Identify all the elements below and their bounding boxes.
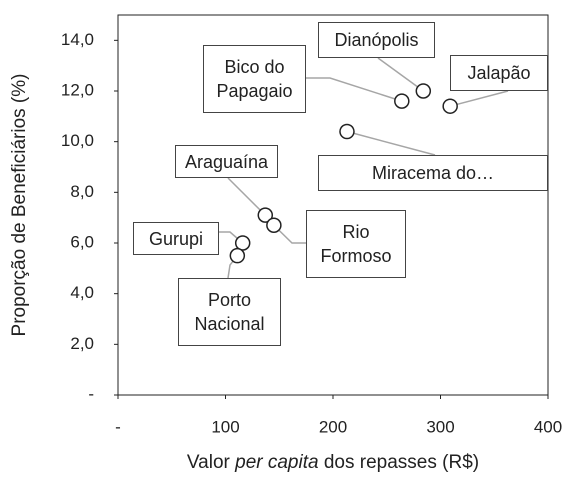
x-axis-label: Valor per capita dos repasses (R$) [118,452,548,474]
point-label: Dianópolis [318,22,435,58]
leader-line [346,130,436,156]
x-tick-label: - [115,417,121,436]
x-label-part: per capita [235,452,319,473]
point [229,247,246,264]
y-tick-label: 10,0 [61,131,94,150]
y-axis-label: Proporção de Beneficiários (%) [9,74,30,337]
leader-line [306,77,403,102]
leader-line [377,57,424,92]
point [234,235,251,251]
x-tick-label: 400 [534,417,562,436]
x-label-part: dos repasses (R$) [323,452,480,473]
leader-line [227,177,266,216]
point [339,123,355,140]
point-label: Gurupi [133,222,219,255]
point [266,217,282,234]
y-tick-label: 4,0 [70,283,94,302]
y-tick-label: 2,0 [70,334,94,353]
x-tick-label: 200 [319,417,347,436]
point-label: Porto Nacional [178,278,281,346]
point [257,207,274,223]
leader-line [449,90,509,107]
point-label: Bico do Papagaio [203,45,306,113]
y-tick-label: - [88,384,94,403]
x-tick-label: 300 [426,417,454,436]
x-tick-label: 100 [211,417,239,436]
point [394,93,410,109]
point [442,98,458,114]
leader-line [273,224,306,244]
point-label: Rio Formoso [306,210,406,278]
point-label: Jalapão [450,55,548,91]
point [415,83,432,99]
point-label: Miracema do… [318,155,548,191]
y-tick-label: 14,0 [61,30,94,49]
point-label: Araguaína [175,145,278,178]
y-tick-label: 12,0 [61,80,94,99]
y-tick-label: 8,0 [70,182,94,201]
x-label-part: Valor [186,452,230,473]
y-tick-label: 6,0 [70,232,94,251]
